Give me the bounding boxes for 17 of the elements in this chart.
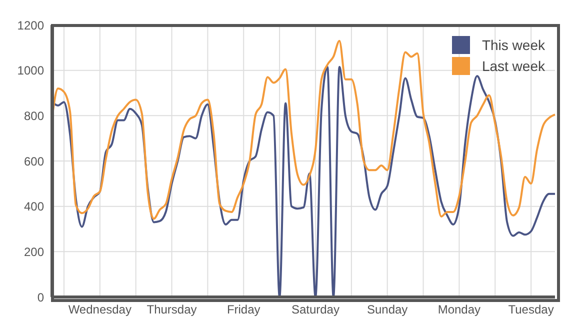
y-tick-label: 1000 bbox=[17, 64, 44, 78]
x-tick-label: Wednesday bbox=[68, 302, 132, 317]
legend-label: This week bbox=[482, 36, 545, 52]
line-series bbox=[51, 40, 556, 220]
y-tick-label: 400 bbox=[24, 200, 44, 214]
x-tick-label: Friday bbox=[226, 302, 260, 317]
x-tick-label: Sunday bbox=[366, 302, 408, 317]
y-tick-label: 1200 bbox=[17, 18, 44, 32]
y-tick-label: 200 bbox=[24, 244, 44, 259]
y-tick-label: 800 bbox=[24, 108, 44, 123]
x-tick-label: Tuesday bbox=[508, 302, 554, 317]
x-tick-label: Saturday bbox=[291, 302, 340, 317]
x-tick-label: Thursday bbox=[146, 302, 197, 317]
legend-label: Last week bbox=[482, 58, 545, 74]
y-tick-label: 0 bbox=[37, 290, 44, 304]
y-tick-label: 600 bbox=[24, 154, 44, 168]
x-tick-label: Monday bbox=[438, 302, 481, 317]
